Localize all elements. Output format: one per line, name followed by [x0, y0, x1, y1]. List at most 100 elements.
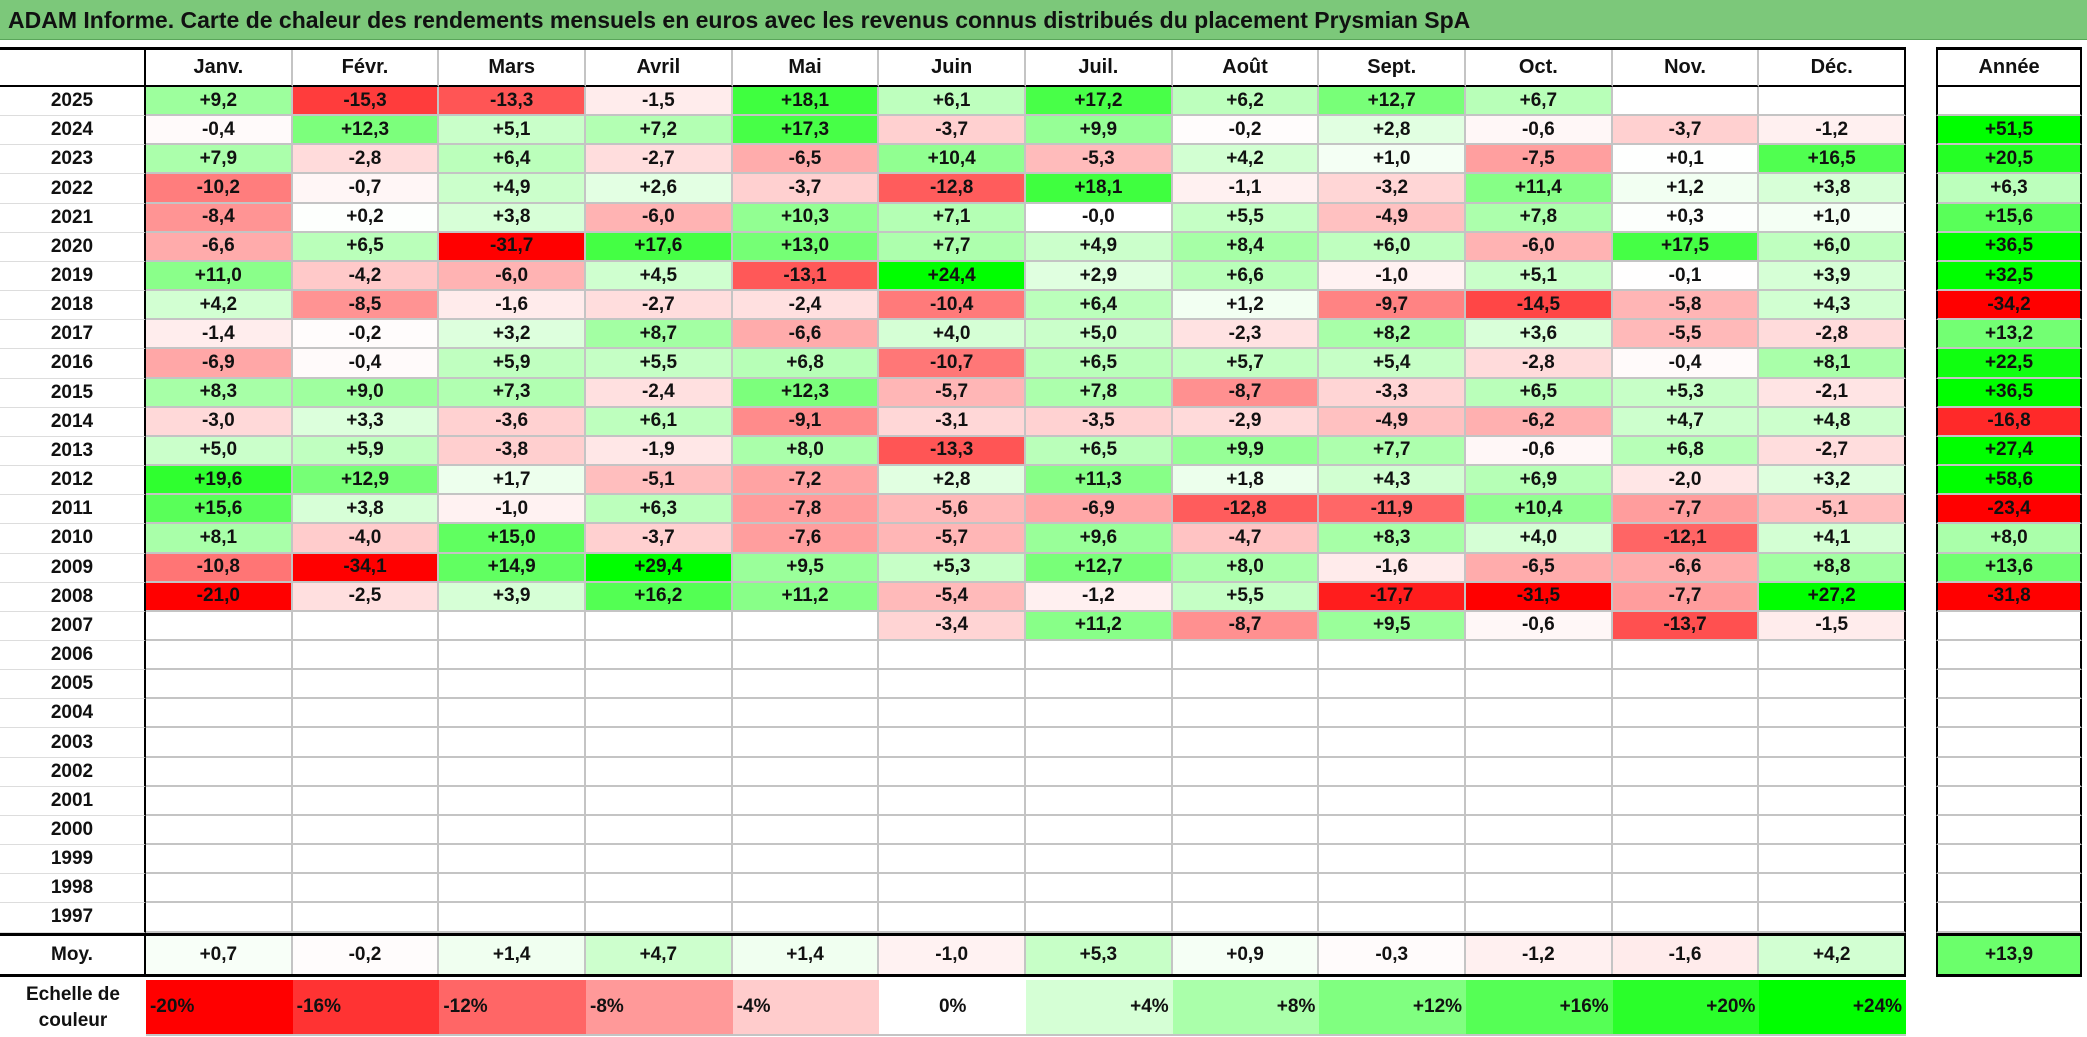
color-scale-legend: Echelle de couleur -20% -16% -12% -8% -4% 0% +4… — [0, 980, 1907, 1036]
heat-cell — [145, 699, 293, 729]
heat-cell — [1172, 699, 1320, 729]
heat-cell: -2,4 — [586, 378, 733, 408]
heat-cell: +5,3 — [1612, 378, 1760, 408]
heat-cell: +4,9 — [1026, 232, 1173, 262]
heat-cell: -10,8 — [145, 553, 293, 583]
heat-cell: +5,1 — [1466, 261, 1613, 292]
heat-cell: -6,0 — [1466, 232, 1613, 262]
month-header: Mai — [732, 50, 880, 87]
annual-cell — [1936, 874, 2082, 904]
heat-cell: +18,1 — [732, 87, 880, 117]
heat-cell — [1466, 845, 1613, 875]
heat-cell: +8,1 — [145, 524, 293, 554]
table-row: 2019 +11,0 -4,2 -6,0 +4,5 -13,1 +24,4 +2,9 +6,6-… — [0, 261, 1907, 292]
heat-cell: +8,0 — [732, 436, 880, 467]
heatmap-table: Janv. Févr. Mars Avril Mai Juin Juil. Août Sept.… — [0, 47, 1907, 977]
table-row: 2018 +4,2 -8,5 -1,6 -2,7 -2,4 -10,4 +6,4 +1,2 -9,… — [0, 291, 1907, 321]
heat-cell — [586, 757, 733, 787]
heat-cell: +16,5 — [1759, 145, 1907, 175]
heat-cell — [1026, 845, 1173, 875]
heat-cell — [732, 728, 880, 758]
color-scale-swatch: -4% — [732, 980, 880, 1036]
heat-cell — [586, 786, 733, 816]
heat-cell: +7,8 — [1026, 378, 1173, 408]
heat-cell: -7,6 — [732, 524, 880, 554]
heat-cell — [732, 815, 880, 846]
heat-cell — [1319, 815, 1467, 846]
table-row: 1998 — [0, 874, 1907, 904]
heat-cell: -2,7 — [1759, 436, 1907, 467]
heat-cell: +4,0 — [879, 320, 1027, 350]
heat-cell — [586, 670, 733, 700]
heat-cell: -1,2 — [1759, 116, 1907, 146]
annual-row — [1936, 728, 2082, 758]
heat-cell: +1,2 — [1172, 291, 1320, 321]
heat-cell — [1026, 640, 1173, 671]
annual-row — [1936, 845, 2082, 875]
heat-cell: -6,9 — [145, 349, 293, 379]
annual-row: -31,8 — [1936, 582, 2082, 612]
heat-cell: +5,9 — [292, 436, 440, 467]
heat-cell: +17,2 — [1026, 87, 1173, 117]
heat-cell — [292, 611, 440, 641]
heat-cell: +8,3 — [145, 378, 293, 408]
average-cell: +0,7 — [145, 935, 293, 974]
heat-cell: -6,6 — [732, 320, 880, 350]
heat-cell: -2,9 — [1172, 407, 1320, 437]
annual-cell: +51,5 — [1936, 116, 2082, 146]
table-row: 2022 -10,2 -0,7 +4,9 +2,6 -3,7 -12,8 +18,1 -1,1-… — [0, 174, 1907, 204]
heat-cell: +16,2 — [586, 582, 733, 612]
month-header: Nov. — [1612, 50, 1760, 87]
heat-cell: +11,2 — [1026, 611, 1173, 641]
heat-cell — [1466, 670, 1613, 700]
year-label: 2014 — [0, 407, 146, 437]
heat-cell — [1319, 874, 1467, 904]
heat-cell — [1466, 757, 1613, 787]
heat-cell: +9,2 — [145, 87, 293, 117]
heat-cell: +3,2 — [1759, 466, 1907, 496]
heat-cell: +17,3 — [732, 116, 880, 146]
heat-cell: -5,5 — [1612, 320, 1760, 350]
heat-cell: +19,6 — [145, 466, 293, 496]
heat-cell: +4,7 — [1612, 407, 1760, 437]
heat-cell — [1026, 815, 1173, 846]
heat-cell: +15,0 — [439, 524, 586, 554]
table-row: 2011 +15,6 +3,8 -1,0 +6,3 -7,8 -5,6 -6,9 -12,8 -1… — [0, 495, 1907, 525]
heat-cell: -6,6 — [1612, 553, 1760, 583]
heat-cell: -0,4 — [292, 349, 440, 379]
heat-cell: +3,8 — [439, 203, 586, 233]
heat-cell: -0,2 — [1172, 116, 1320, 146]
heat-cell: -8,5 — [292, 291, 440, 321]
heat-cell: +7,7 — [1319, 436, 1467, 467]
year-label: 1999 — [0, 845, 146, 875]
heat-cell: +6,5 — [1026, 349, 1173, 379]
heat-cell — [586, 611, 733, 641]
heat-cell — [1466, 903, 1613, 933]
table-row: 2007 -3,4 +11,2 -8,7 +9,5 -0,6 -13,7 -1,5 — [0, 611, 1907, 641]
heat-cell: -7,8 — [732, 495, 880, 525]
annual-row — [1936, 815, 2082, 846]
heat-cell: -7,7 — [1612, 582, 1760, 612]
table-row: 2002 — [0, 757, 1907, 787]
year-label: 2012 — [0, 466, 146, 496]
average-label: Moy. — [0, 935, 146, 974]
heat-cell: +5,5 — [1172, 203, 1320, 233]
heat-cell: +6,9 — [1466, 466, 1613, 496]
heat-cell — [439, 699, 586, 729]
heat-cell — [145, 815, 293, 846]
color-scale-swatch: -12% — [439, 980, 586, 1036]
heat-cell: -3,7 — [879, 116, 1027, 146]
heat-cell — [1172, 874, 1320, 904]
year-label: 2016 — [0, 349, 146, 379]
heat-cell — [1172, 845, 1320, 875]
heat-cell — [879, 874, 1027, 904]
heat-cell: -0,4 — [145, 116, 293, 146]
annual-cell: -34,2 — [1936, 291, 2082, 321]
heat-cell — [879, 786, 1027, 816]
table-row: 1997 — [0, 903, 1907, 933]
heat-cell: -0,6 — [1466, 116, 1613, 146]
heat-cell: +5,9 — [439, 349, 586, 379]
annual-row: +22,5 — [1936, 349, 2082, 379]
heat-cell — [1759, 757, 1907, 787]
heat-cell: -9,7 — [1319, 291, 1467, 321]
